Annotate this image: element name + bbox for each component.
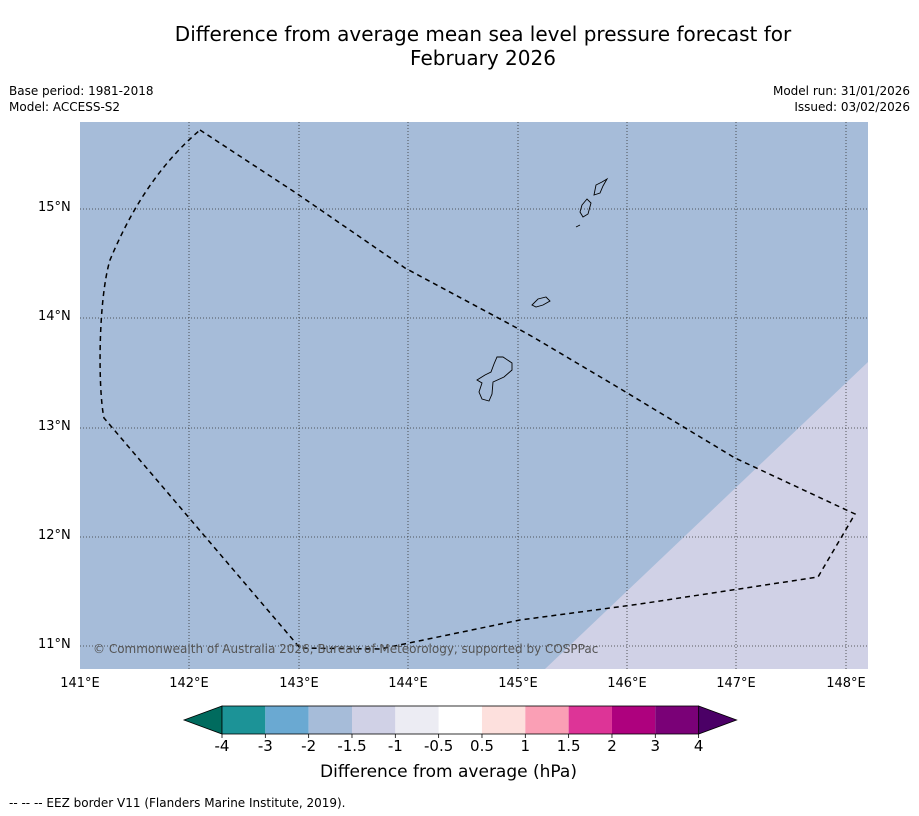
lat-label-11: 11°N: [38, 637, 71, 652]
colorbar-segment: [308, 706, 352, 734]
colorbar-tick-label: 1.5: [557, 737, 581, 755]
colorbar-segment: [525, 706, 569, 734]
issued-date: Issued: 03/02/2026: [794, 100, 910, 114]
lon-label-143: 143°E: [279, 676, 319, 691]
saipan-island: [593, 177, 609, 196]
colorbar-tick-label: -2: [301, 737, 316, 755]
colorbar-under-extension: [182, 705, 223, 735]
colorbar-tick-label: -4: [215, 737, 230, 755]
colorbar-segment: [481, 706, 526, 734]
colorbar-segment: [351, 706, 396, 734]
map-panel: © Commonwealth of Australia 2026, Bureau…: [80, 122, 868, 669]
colorbar-segment: [438, 706, 482, 734]
copyright-notice: © Commonwealth of Australia 2026, Bureau…: [93, 642, 598, 656]
lon-label-146: 146°E: [607, 676, 647, 691]
model-name: Model: ACCESS-S2: [9, 100, 121, 114]
rota-island: [531, 296, 551, 308]
aguijan-island: [575, 224, 581, 228]
model-run: Model run: 31/01/2026: [772, 84, 910, 98]
lon-label-145: 145°E: [498, 676, 538, 691]
colorbar-tick-label: -1: [388, 737, 403, 755]
lat-label-13: 13°N: [38, 419, 71, 434]
islands: [476, 177, 609, 402]
eez-border: [99, 129, 857, 650]
colorbar-title: Difference from average (hPa): [320, 762, 577, 782]
meta-left: Base period: 1981-2018 Model: ACCESS-S2: [9, 83, 154, 115]
colorbar-over-extension: [698, 705, 738, 735]
lon-label-144: 144°E: [388, 676, 428, 691]
lon-label-142: 142°E: [169, 676, 209, 691]
colorbar-segment: [222, 706, 266, 734]
colorbar-segment: [611, 706, 656, 734]
title-line-2: February 2026: [410, 46, 556, 70]
lon-label-141: 141°E: [60, 676, 100, 691]
forecast-field-positive: [545, 362, 868, 669]
colorbar-segment: [265, 706, 309, 734]
colorbar-segment: [568, 706, 612, 734]
colorbar-tick-label: 1: [521, 737, 531, 755]
chart-title: Difference from average mean sea level p…: [0, 22, 919, 70]
colorbar-outline: [221, 705, 700, 735]
colorbar-segment: [655, 706, 699, 734]
colorbar-tick-label: -3: [258, 737, 273, 755]
lon-label-147: 147°E: [716, 676, 756, 691]
colorbar: -4 -3 -2 -1.5 -1 -0.5 0.5 1 1.5 2 3 4: [182, 705, 738, 755]
title-line-1: Difference from average mean sea level p…: [174, 22, 792, 46]
colorbar-tick-label: 2: [607, 737, 617, 755]
colorbar-tick-label: 4: [694, 737, 704, 755]
eez-footnote: -- -- -- EEZ border V11 (Flanders Marine…: [9, 796, 346, 810]
colorbar-tick-label: 3: [651, 737, 661, 755]
colorbar-tick-label: -0.5: [424, 737, 453, 755]
meta-right: Model run: 31/01/2026 Issued: 03/02/2026: [773, 83, 910, 115]
colorbar-tick-label: 0.5: [470, 737, 494, 755]
lat-label-15: 15°N: [38, 200, 71, 215]
colorbar-tick-label: -1.5: [337, 737, 366, 755]
lat-label-14: 14°N: [38, 309, 71, 324]
graticule: [80, 122, 868, 669]
base-period: Base period: 1981-2018: [9, 84, 154, 98]
lat-label-12: 12°N: [38, 528, 71, 543]
lon-label-148: 148°E: [826, 676, 866, 691]
guam-island: [476, 356, 513, 402]
tinian-island: [579, 198, 592, 218]
colorbar-segment: [395, 706, 439, 734]
